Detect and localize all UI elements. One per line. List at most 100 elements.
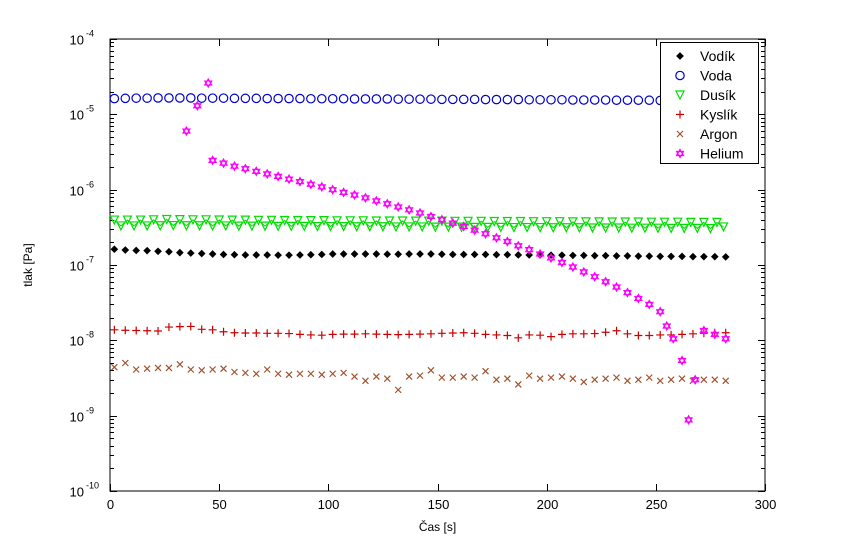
marker-triangle-down xyxy=(220,221,231,232)
marker-x xyxy=(634,376,642,384)
marker-triangle-down xyxy=(476,216,487,227)
marker-diamond xyxy=(394,250,403,259)
legend-item-voda[interactable]: Voda xyxy=(675,68,732,84)
marker-x xyxy=(165,364,173,372)
marker-diamond xyxy=(492,250,501,259)
marker-hexagram xyxy=(601,276,611,287)
marker-hexagram xyxy=(557,257,567,268)
marker-x xyxy=(613,374,620,382)
marker-triangle-down xyxy=(201,215,212,226)
series-helium xyxy=(181,77,731,426)
marker-hexagram xyxy=(208,155,218,166)
marker-plus xyxy=(503,331,512,340)
marker-diamond xyxy=(285,251,293,260)
marker-triangle-down xyxy=(653,223,663,234)
marker-plus xyxy=(372,330,381,339)
marker-circle xyxy=(524,94,534,105)
marker-circle xyxy=(415,94,425,104)
marker-triangle-down xyxy=(115,221,126,232)
marker-x xyxy=(394,386,402,394)
marker-circle xyxy=(120,93,131,104)
marker-triangle-down xyxy=(129,221,139,232)
marker-x xyxy=(460,373,468,381)
y-tick-exponent: -9 xyxy=(86,406,94,416)
marker-x xyxy=(438,374,446,382)
marker-triangle-down xyxy=(463,216,474,227)
marker-plus xyxy=(175,322,184,331)
marker-x xyxy=(427,366,435,374)
marker-x xyxy=(274,370,282,378)
marker-x xyxy=(340,369,348,377)
marker-x xyxy=(525,372,533,380)
marker-hexagram xyxy=(284,173,294,185)
marker-x xyxy=(536,375,544,383)
marker-hexagram xyxy=(415,207,425,219)
marker-diamond xyxy=(263,251,272,259)
marker-diamond xyxy=(427,250,435,258)
marker-circle xyxy=(109,93,120,104)
marker-x xyxy=(558,373,566,381)
y-tick-mantissa: 10 xyxy=(70,334,84,349)
marker-diamond xyxy=(547,251,555,260)
marker-x xyxy=(176,360,184,368)
marker-plus xyxy=(547,332,556,341)
marker-plus xyxy=(317,331,326,340)
marker-diamond xyxy=(678,252,686,261)
x-tick-label-250: 250 xyxy=(646,497,668,512)
series-voda xyxy=(109,93,731,106)
marker-x xyxy=(154,364,162,372)
marker-triangle-down xyxy=(187,215,198,226)
legend-item-argon[interactable]: Argon xyxy=(676,126,737,142)
series-vodk xyxy=(110,245,730,261)
marker-plus xyxy=(339,330,348,339)
marker-circle xyxy=(164,93,174,103)
legend-item-vodk[interactable]: Vodík xyxy=(676,48,736,64)
marker-hexagram xyxy=(684,414,694,426)
legend-label: Helium xyxy=(700,146,744,162)
marker-plus xyxy=(492,330,501,339)
marker-circle xyxy=(491,94,502,105)
marker-x xyxy=(351,373,358,381)
marker-triangle-down xyxy=(639,223,650,234)
marker-circle xyxy=(185,93,196,103)
marker-x xyxy=(231,368,238,376)
marker-x xyxy=(209,366,217,373)
marker-x xyxy=(383,375,391,383)
marker-diamond xyxy=(186,249,195,257)
marker-hexagram xyxy=(655,306,665,317)
marker-diamond xyxy=(612,252,621,260)
marker-plus xyxy=(645,331,654,340)
marker-hexagram xyxy=(513,240,523,251)
marker-triangle-down xyxy=(672,217,683,228)
marker-plus xyxy=(252,329,261,338)
marker-triangle-down xyxy=(358,216,369,227)
legend-item-helium[interactable]: Helium xyxy=(675,146,744,162)
y-tick-exponent: -10 xyxy=(86,481,99,491)
marker-x xyxy=(372,373,380,381)
y-tick-label--9: 10 -9 xyxy=(70,406,94,425)
marker-hexagram xyxy=(699,325,709,336)
marker-x xyxy=(711,376,719,384)
marker-circle xyxy=(295,93,305,104)
marker-diamond xyxy=(569,251,577,260)
marker-x xyxy=(645,374,653,382)
y-tick-exponent: -8 xyxy=(86,330,94,340)
marker-diamond xyxy=(176,248,184,257)
marker-plus xyxy=(285,329,294,338)
marker-circle xyxy=(371,94,382,104)
marker-x xyxy=(722,377,730,385)
marker-triangle-down xyxy=(148,215,159,226)
marker-plus xyxy=(656,330,665,339)
legend-item-dusk[interactable]: Dusík xyxy=(675,87,737,103)
y-tick-label--8: 10 -8 xyxy=(70,330,94,349)
marker-diamond xyxy=(634,252,643,260)
legend-item-kyslk[interactable]: Kyslík xyxy=(676,107,738,123)
marker-triangle-down xyxy=(135,215,146,226)
marker-plus xyxy=(448,329,457,338)
marker-plus xyxy=(295,330,304,339)
marker-x xyxy=(416,372,424,380)
legend-label: Vodík xyxy=(700,48,736,64)
marker-x xyxy=(220,365,227,373)
marker-diamond xyxy=(676,52,684,60)
marker-triangle-down xyxy=(371,216,382,227)
